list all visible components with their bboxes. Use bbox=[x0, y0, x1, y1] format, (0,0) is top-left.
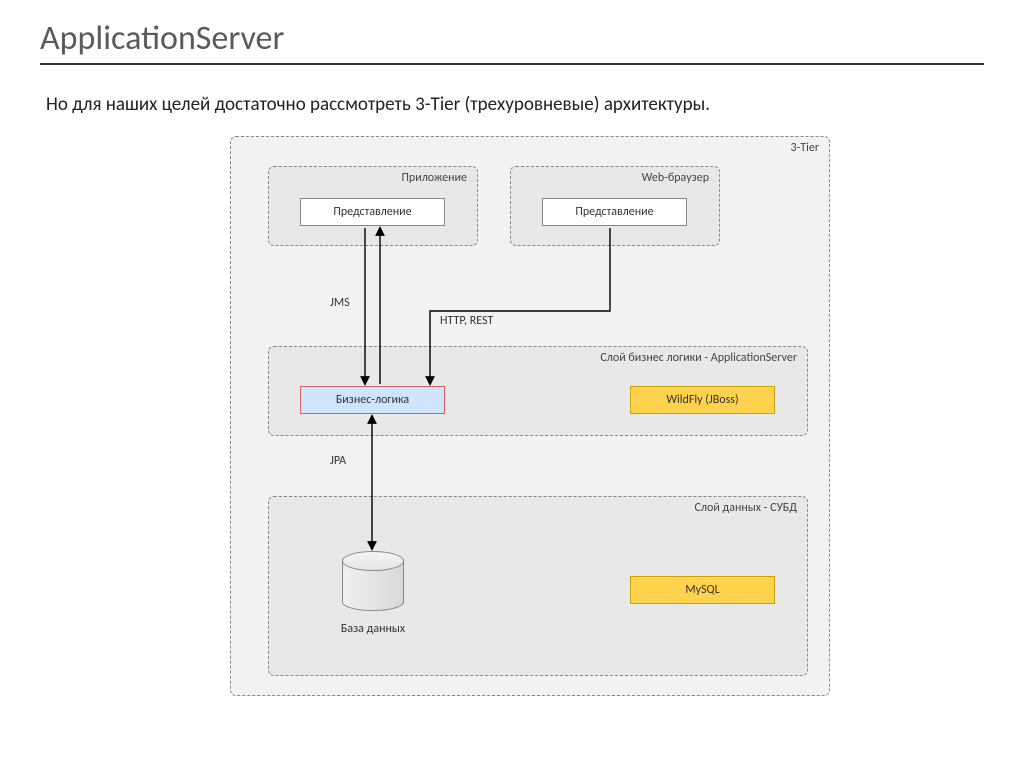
diagram: 3-Tier Приложение Представление Web-брау… bbox=[230, 136, 910, 706]
edge-jpa-label: JPA bbox=[330, 454, 346, 468]
page-title: ApplicationServer bbox=[40, 18, 984, 59]
edge-http-label: HTTP, REST bbox=[440, 314, 493, 328]
tier2-server: WildFly (JBoss) bbox=[630, 386, 775, 414]
tier1-app-label: Приложение bbox=[401, 171, 467, 185]
tier3-server: MySQL bbox=[630, 576, 775, 604]
tier1-web-inner: Представление bbox=[542, 198, 687, 226]
page-subtitle: Но для наших целей достаточно рассмотрет… bbox=[46, 93, 984, 116]
tier3-db-label: База данных bbox=[328, 622, 418, 636]
outer-label: 3-Tier bbox=[790, 141, 819, 155]
tier1-web-label: Web-браузер bbox=[642, 171, 709, 185]
edge-jms-label: JMS bbox=[330, 296, 350, 310]
title-underline bbox=[40, 63, 984, 65]
tier3-label: Слой данных - СУБД bbox=[694, 501, 797, 515]
tier1-app-inner: Представление bbox=[300, 198, 445, 226]
db-cylinder-icon bbox=[342, 551, 404, 611]
tier2-label: Слой бизнес логики - ApplicationServer bbox=[600, 351, 797, 365]
tier2-logic: Бизнес-логика bbox=[300, 386, 445, 414]
